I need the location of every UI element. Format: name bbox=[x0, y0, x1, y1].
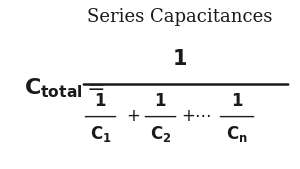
Text: $\mathbf{1}$: $\mathbf{1}$ bbox=[172, 49, 188, 69]
Text: $+$: $+$ bbox=[126, 108, 141, 125]
Text: $\mathbf{C}_{\mathbf{total}}=$: $\mathbf{C}_{\mathbf{total}}=$ bbox=[24, 76, 105, 100]
Text: $\mathbf{C}_{\mathbf{n}}$: $\mathbf{C}_{\mathbf{n}}$ bbox=[226, 124, 248, 143]
Text: Series Capacitances: Series Capacitances bbox=[87, 8, 273, 27]
Text: $\mathbf{1}$: $\mathbf{1}$ bbox=[154, 93, 167, 110]
Text: $\mathbf{1}$: $\mathbf{1}$ bbox=[94, 93, 107, 110]
Text: $\mathbf{C}_{\mathbf{1}}$: $\mathbf{C}_{\mathbf{1}}$ bbox=[90, 124, 111, 143]
Text: $\mathbf{C}_{\mathbf{2}}$: $\mathbf{C}_{\mathbf{2}}$ bbox=[150, 124, 171, 143]
Text: $+\cdots$: $+\cdots$ bbox=[181, 108, 212, 125]
Text: $\mathbf{1}$: $\mathbf{1}$ bbox=[231, 93, 243, 110]
